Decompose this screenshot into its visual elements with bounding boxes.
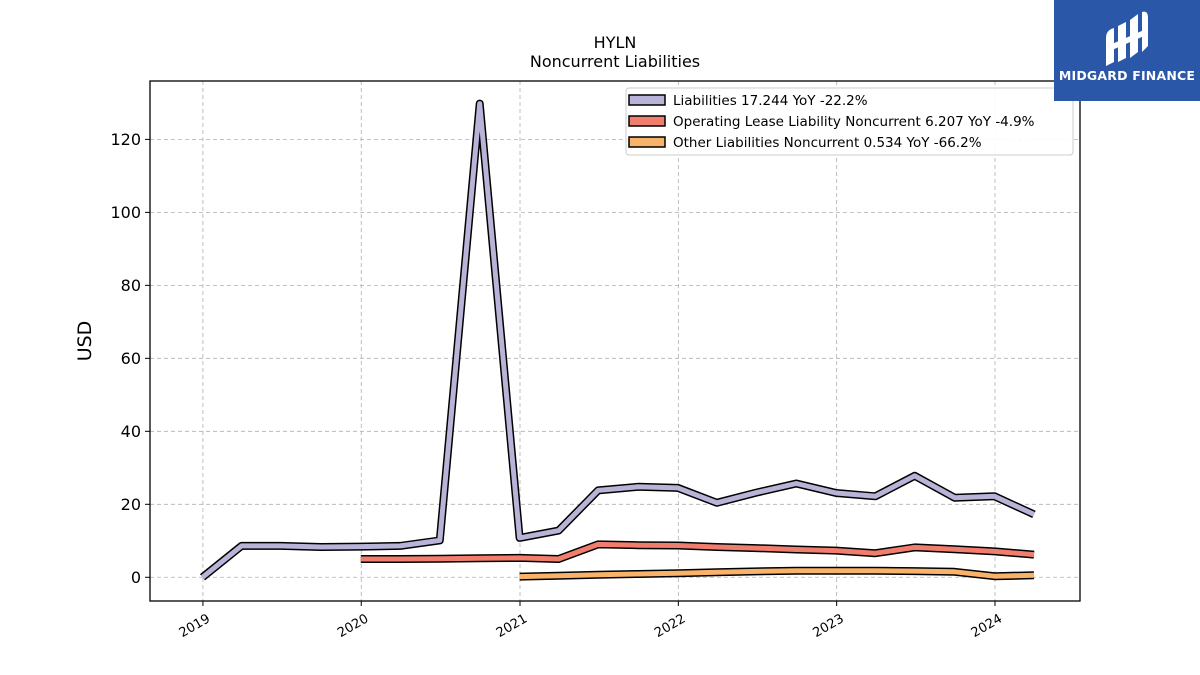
legend-label: Operating Lease Liability Noncurrent 6.2… bbox=[673, 114, 1035, 130]
midgard-finance-logo: MIDGARD FINANCE bbox=[1054, 0, 1200, 101]
legend-label: Liabilities 17.244 YoY -22.2% bbox=[673, 93, 868, 109]
y-tick-label: 40 bbox=[121, 422, 141, 441]
x-tick-label: 2023 bbox=[810, 611, 846, 641]
x-axis-ticks: 2019 2020 2021 2022 2023 2024 bbox=[177, 601, 1005, 641]
x-tick-label: 2024 bbox=[969, 611, 1005, 641]
legend-swatch bbox=[628, 115, 666, 127]
x-tick-label: 2019 bbox=[177, 611, 213, 641]
legend: Liabilities 17.244 YoY -22.2% Operating L… bbox=[625, 87, 1074, 156]
series-line bbox=[519, 568, 1035, 580]
series-2 bbox=[360, 540, 1035, 563]
chart-title: HYLN bbox=[594, 33, 637, 52]
legend-box bbox=[625, 87, 1074, 156]
series-lines bbox=[199, 99, 1036, 581]
y-tick-label: 0 bbox=[131, 568, 141, 587]
series-line-outline bbox=[199, 99, 1036, 581]
legend-label: Other Liabilities Noncurrent 0.534 YoY -… bbox=[673, 135, 982, 151]
x-tick-label: 2022 bbox=[652, 611, 688, 641]
legend-swatch bbox=[628, 136, 666, 148]
logo-text: MIDGARD FINANCE bbox=[1058, 68, 1196, 83]
x-tick-label: 2021 bbox=[494, 611, 530, 641]
y-tick-label: 120 bbox=[110, 130, 141, 149]
y-axis-label: USD bbox=[74, 321, 96, 362]
y-tick-label: 20 bbox=[121, 495, 141, 514]
series-line bbox=[360, 541, 1035, 562]
x-tick-label: 2020 bbox=[335, 611, 371, 641]
legend-swatch bbox=[628, 94, 666, 106]
chart-subtitle: Noncurrent Liabilities bbox=[530, 52, 700, 71]
series-1 bbox=[199, 99, 1036, 581]
y-tick-label: 60 bbox=[121, 349, 141, 368]
plot-area-frame bbox=[149, 80, 1081, 602]
grid-lines bbox=[150, 81, 1080, 601]
y-axis-ticks: 0 20 40 60 80 100 120 bbox=[110, 130, 150, 587]
y-tick-label: 100 bbox=[110, 203, 141, 222]
y-tick-label: 80 bbox=[121, 276, 141, 295]
series-line bbox=[200, 101, 1036, 580]
series-3 bbox=[519, 566, 1035, 581]
logo-mark-icon bbox=[1106, 11, 1148, 66]
